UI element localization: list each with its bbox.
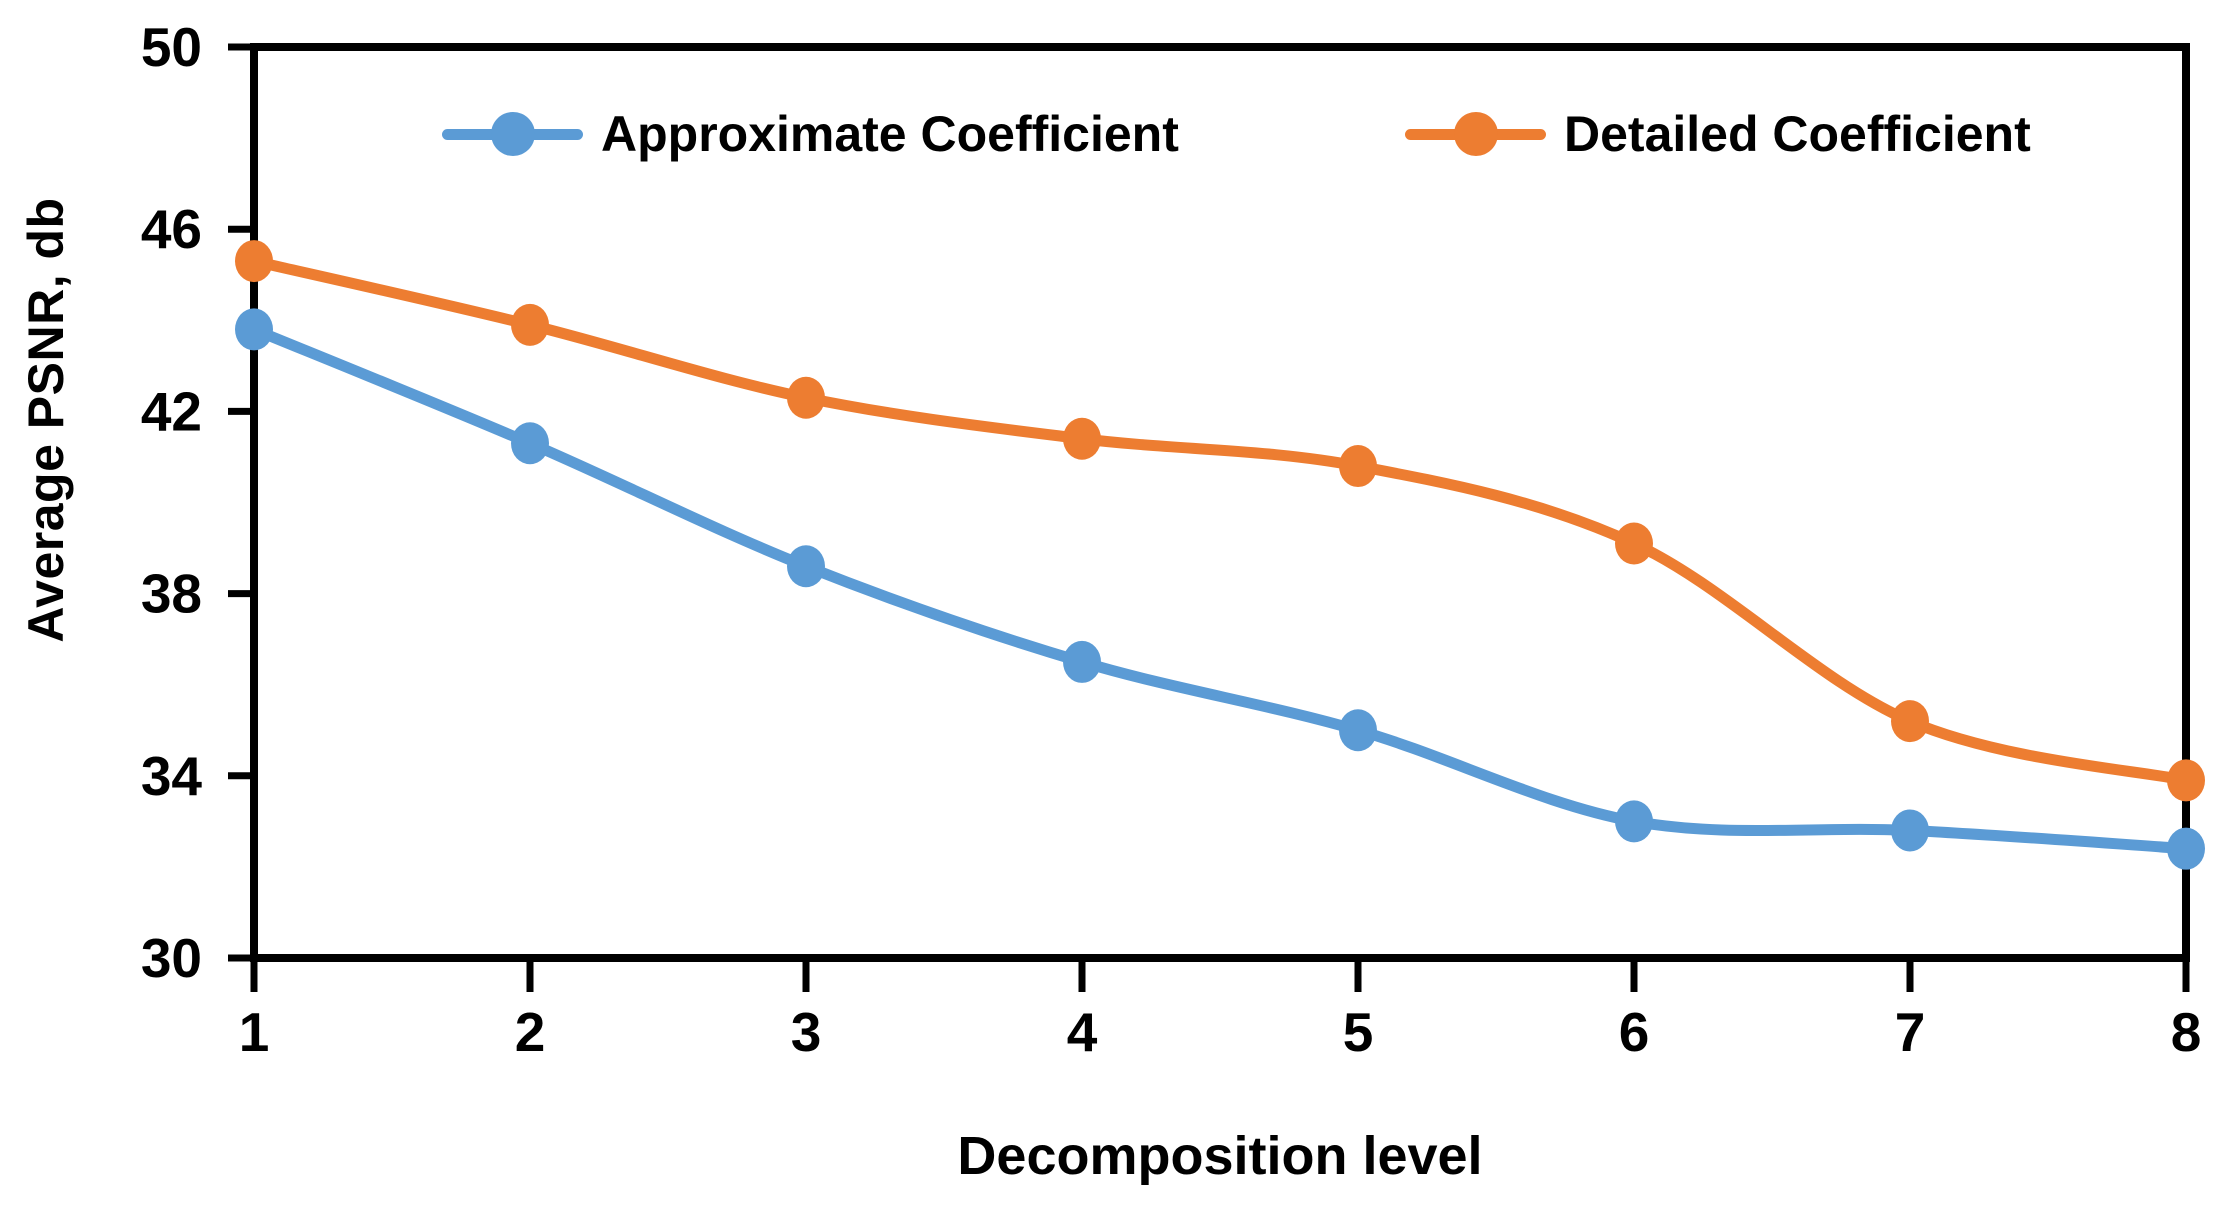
x-tick-label: 3 [791, 1001, 822, 1063]
y-tick-label: 30 [141, 927, 202, 989]
data-point-detailed-coefficient [1339, 445, 1377, 488]
plot-border [250, 43, 2190, 962]
y-tick-label: 34 [141, 745, 203, 807]
y-tick-label: 46 [141, 198, 202, 260]
data-point-detailed-coefficient [787, 376, 825, 419]
data-point-detailed-coefficient [235, 240, 273, 283]
legend-label: Approximate Coefficient [601, 106, 1179, 162]
legend-label: Detailed Coefficient [1564, 106, 2031, 162]
data-point-detailed-coefficient [511, 303, 549, 346]
data-point-detailed-coefficient [1063, 417, 1101, 460]
data-point-approximate-coefficient [787, 545, 825, 588]
x-tick-label: 5 [1343, 1001, 1374, 1063]
legend-item-approximate-coefficient: Approximate Coefficient [442, 105, 1179, 163]
legend-line-marker-icon [442, 112, 583, 156]
legend-dot-icon [1453, 112, 1498, 156]
y-tick-label: 42 [141, 380, 202, 442]
data-point-approximate-coefficient [1891, 809, 1929, 852]
x-tick-label: 7 [1895, 1001, 1926, 1063]
data-point-detailed-coefficient [1891, 700, 1929, 743]
x-axis-title: Decomposition level [957, 1126, 1483, 1186]
series-line-approximate-coefficient [248, 323, 2192, 855]
data-point-approximate-coefficient [1339, 709, 1377, 752]
legend-line-marker-icon [1405, 112, 1546, 156]
x-tick-label: 6 [1619, 1001, 1650, 1063]
data-point-detailed-coefficient [1615, 522, 1653, 565]
x-tick-label: 8 [2171, 1001, 2202, 1063]
legend-dot-icon [490, 112, 535, 156]
series-line-detailed-coefficient [248, 255, 2192, 786]
x-tick-label: 1 [239, 1001, 270, 1063]
x-tick-label: 2 [515, 1001, 546, 1063]
data-point-approximate-coefficient [511, 422, 549, 465]
x-tick-label: 4 [1067, 1001, 1098, 1063]
y-tick-label: 50 [141, 16, 202, 78]
data-point-approximate-coefficient [2167, 827, 2205, 870]
y-tick-label: 38 [141, 563, 202, 625]
data-point-approximate-coefficient [1063, 640, 1101, 683]
data-point-detailed-coefficient [2167, 759, 2205, 802]
y-axis-title: Average PSNR, db [18, 197, 74, 643]
legend-item-detailed-coefficient: Detailed Coefficient [1405, 105, 2031, 163]
data-point-approximate-coefficient [235, 308, 273, 351]
data-point-approximate-coefficient [1615, 800, 1653, 843]
